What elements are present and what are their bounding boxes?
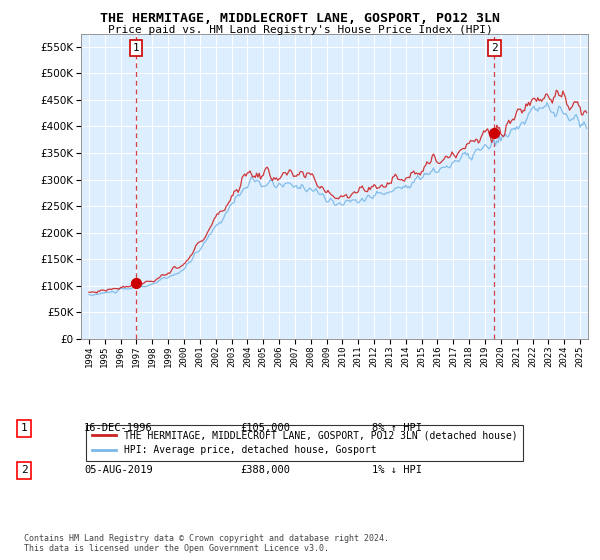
Text: 16-DEC-1996: 16-DEC-1996	[84, 423, 153, 433]
Text: Price paid vs. HM Land Registry's House Price Index (HPI): Price paid vs. HM Land Registry's House …	[107, 25, 493, 35]
Point	[490, 128, 499, 137]
Text: 2: 2	[20, 465, 28, 475]
Text: 8% ↑ HPI: 8% ↑ HPI	[372, 423, 422, 433]
Text: £105,000: £105,000	[240, 423, 290, 433]
Text: 1% ↓ HPI: 1% ↓ HPI	[372, 465, 422, 475]
Text: THE HERMITAGE, MIDDLECROFT LANE, GOSPORT, PO12 3LN: THE HERMITAGE, MIDDLECROFT LANE, GOSPORT…	[100, 12, 500, 25]
Text: 1: 1	[133, 43, 139, 53]
Text: Contains HM Land Registry data © Crown copyright and database right 2024.
This d: Contains HM Land Registry data © Crown c…	[24, 534, 389, 553]
Text: 1: 1	[20, 423, 28, 433]
Text: £388,000: £388,000	[240, 465, 290, 475]
Text: 05-AUG-2019: 05-AUG-2019	[84, 465, 153, 475]
Legend: THE HERMITAGE, MIDDLECROFT LANE, GOSPORT, PO12 3LN (detached house), HPI: Averag: THE HERMITAGE, MIDDLECROFT LANE, GOSPORT…	[86, 424, 523, 461]
Point	[131, 278, 140, 287]
Text: 2: 2	[491, 43, 498, 53]
